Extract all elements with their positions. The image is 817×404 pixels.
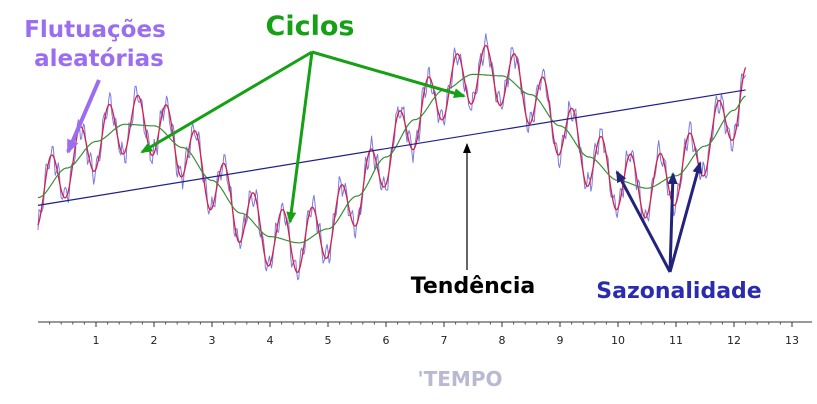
x-axis-ticks: 1 2 3 4 5 6 7 8 9 10 11 12 13	[49, 322, 799, 347]
x-tick-label: 10	[611, 334, 625, 347]
x-tick-label: 9	[557, 334, 564, 347]
x-tick-label: 8	[499, 334, 506, 347]
cycles-arrow-bottom	[286, 51, 314, 224]
x-tick-label: 11	[669, 334, 683, 347]
series-layer	[37, 33, 747, 281]
seasonality-arrow-3	[668, 161, 703, 273]
x-tick-label: 13	[785, 334, 799, 347]
seasonality-arrow-2	[667, 172, 678, 273]
x-tick-label: 2	[151, 334, 158, 347]
seasonality-arrow-1	[615, 170, 672, 273]
x-tick-label: 7	[441, 334, 448, 347]
random-label-line1: Flutuações	[24, 17, 166, 43]
x-axis-label: 'TEMPO	[418, 367, 503, 391]
trend-line	[37, 89, 746, 206]
x-axis-label-prefix: '	[418, 367, 424, 391]
x-tick-label: 6	[383, 334, 390, 347]
cycles-arrow-right	[311, 50, 466, 99]
random-arrow	[66, 79, 101, 154]
x-tick-label: 12	[727, 334, 741, 347]
trend-label: Tendência	[411, 274, 535, 299]
seasonal-line	[37, 44, 747, 273]
random-label: Flutuações aleatórias	[24, 17, 174, 72]
x-axis-label-text: TEMPO	[424, 367, 503, 391]
x-tick-label: 1	[93, 334, 100, 347]
seasonality-label: Sazonalidade	[596, 279, 761, 304]
cycles-label: Ciclos	[266, 11, 355, 42]
x-tick-label: 4	[267, 334, 274, 347]
x-tick-label: 3	[209, 334, 216, 347]
random-label-line2: aleatórias	[34, 46, 164, 72]
x-tick-label: 5	[325, 334, 332, 347]
cycle-line	[37, 73, 746, 244]
cycles-arrow-left	[140, 50, 313, 154]
